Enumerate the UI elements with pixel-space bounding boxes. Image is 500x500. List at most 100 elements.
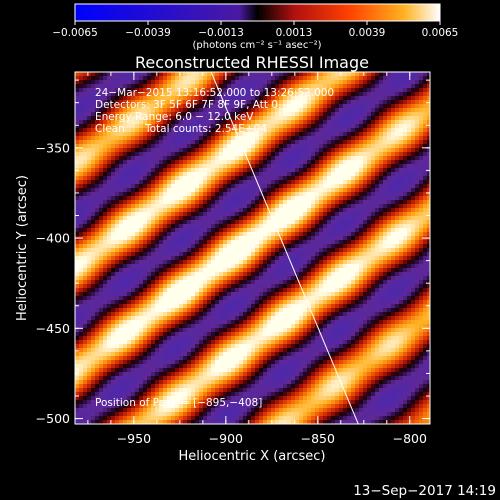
heatmap-cell [239,268,244,273]
heatmap-cell [119,192,124,197]
heatmap-cell [307,224,312,229]
heatmap-cell [195,284,200,289]
heatmap-cell [411,176,416,181]
heatmap-cell [95,272,100,277]
heatmap-cell [91,200,96,205]
heatmap-cell [379,280,384,285]
heatmap-cell [279,208,284,213]
heatmap-cell [359,192,364,197]
heatmap-cell [75,224,80,229]
heatmap-cell [351,292,356,297]
heatmap-cell [167,204,172,209]
heatmap-cell [227,256,232,261]
heatmap-cell [315,84,320,89]
heatmap-cell [315,252,320,257]
heatmap-cell [91,144,96,149]
heatmap-cell [239,172,244,177]
heatmap-cell [259,268,264,273]
heatmap-cell [407,76,412,81]
heatmap-cell [107,148,112,153]
heatmap-cell [331,232,336,237]
heatmap-cell [319,244,324,249]
heatmap-cell [187,96,192,101]
heatmap-cell [279,288,284,293]
heatmap-cell [427,232,430,237]
heatmap-cell [183,268,188,273]
heatmap-cell [143,136,148,141]
heatmap-cell [183,252,188,257]
heatmap-cell [311,172,316,177]
heatmap-cell [195,292,200,297]
heatmap-cell [247,156,252,161]
heatmap-cell [259,232,264,237]
heatmap-cell [275,284,280,289]
heatmap-cell [159,224,164,229]
heatmap-cell [375,228,380,233]
heatmap-cell [203,120,208,125]
heatmap-cell [311,132,316,137]
heatmap-cell [379,228,384,233]
heatmap-cell [279,76,284,81]
heatmap-cell [243,144,248,149]
heatmap-cell [75,128,80,133]
heatmap-cell [163,72,168,77]
heatmap-cell [235,288,240,293]
heatmap-cell [355,184,360,189]
heatmap-cell [231,236,236,241]
heatmap-cell [395,112,400,117]
heatmap-cell [91,96,96,101]
heatmap-cell [199,232,204,237]
heatmap-cell [235,108,240,113]
heatmap-cell [227,188,232,193]
heatmap-cell [391,72,396,77]
heatmap-cell [167,268,172,273]
heatmap-cell [79,252,84,257]
heatmap-cell [183,80,188,85]
heatmap-cell [219,92,224,97]
heatmap-cell [111,276,116,281]
heatmap-cell [123,160,128,165]
heatmap-cell [403,136,408,141]
heatmap-cell [147,116,152,121]
heatmap-cell [195,152,200,157]
heatmap-cell [127,288,132,293]
heatmap-cell [323,288,328,293]
heatmap-cell [391,120,396,125]
heatmap-cell [327,280,332,285]
heatmap-cell [83,244,88,249]
heatmap-cell [403,276,408,281]
heatmap-cell [175,252,180,257]
heatmap-cell [303,156,308,161]
heatmap-cell [319,156,324,161]
heatmap-cell [407,256,412,261]
heatmap-cell [391,124,396,129]
heatmap-cell [423,140,428,145]
heatmap-cell [163,176,168,181]
heatmap-cell [379,268,384,273]
heatmap-cell [403,220,408,225]
heatmap-cell [415,276,420,281]
heatmap-cell [243,96,248,101]
heatmap-cell [275,176,280,181]
heatmap-cell [415,112,420,117]
heatmap-cell [303,132,308,137]
heatmap-cell [275,216,280,221]
heatmap-cell [223,176,228,181]
heatmap-cell [223,264,228,269]
heatmap-cell [187,260,192,265]
heatmap-cell [219,140,224,145]
heatmap-cell [219,120,224,125]
heatmap-cell [123,96,128,101]
heatmap-cell [107,120,112,125]
heatmap-cell [383,140,388,145]
heatmap-cell [223,140,228,145]
heatmap-cell [427,120,430,125]
heatmap-cell [255,196,260,201]
heatmap-cell [115,212,120,217]
heatmap-cell [347,244,352,249]
heatmap-cell [287,280,292,285]
heatmap-cell [307,172,312,177]
heatmap-cell [327,148,332,153]
heatmap-cell [115,132,120,137]
heatmap-cell [363,120,368,125]
